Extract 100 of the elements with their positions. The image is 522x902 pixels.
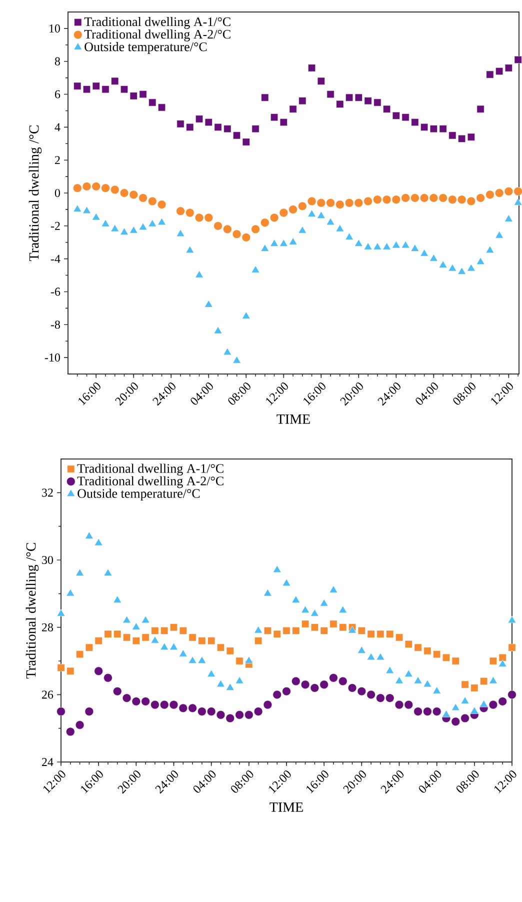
point [448, 195, 457, 204]
point [367, 630, 375, 638]
point [138, 194, 148, 202]
point [198, 637, 206, 645]
point [292, 596, 300, 603]
point [420, 194, 429, 202]
point [150, 700, 160, 710]
point [486, 70, 494, 78]
point [354, 239, 363, 246]
point [82, 86, 90, 94]
point [422, 707, 432, 716]
point [386, 666, 394, 674]
point [508, 690, 516, 700]
point [495, 231, 504, 238]
point [460, 714, 470, 723]
point [170, 624, 178, 632]
point [84, 707, 94, 716]
y-axis-title: Traditional dwelling /°C [26, 543, 38, 679]
point [264, 626, 272, 634]
point [438, 194, 448, 202]
point [348, 684, 356, 692]
point [410, 244, 419, 252]
point [366, 652, 376, 660]
point [336, 224, 344, 232]
point [429, 254, 438, 262]
point [214, 123, 222, 131]
point [364, 97, 372, 105]
point [358, 626, 366, 634]
point [301, 606, 310, 613]
point [476, 257, 485, 265]
point [73, 204, 82, 212]
point [235, 710, 244, 720]
y-tick-label: -6 [50, 288, 60, 296]
point [185, 208, 194, 218]
point [364, 242, 372, 250]
legend-label: Traditional dwelling A-2/°C [77, 476, 224, 488]
point [130, 92, 138, 100]
point [366, 690, 376, 700]
point [282, 626, 290, 634]
point [114, 630, 121, 638]
point [394, 676, 404, 684]
point [186, 123, 194, 131]
point [263, 700, 272, 710]
point [476, 105, 484, 113]
point [382, 242, 391, 250]
point [288, 205, 298, 214]
point [376, 652, 384, 660]
point [508, 644, 516, 652]
point [260, 218, 270, 227]
point [151, 626, 159, 634]
point [291, 676, 300, 686]
point [308, 210, 316, 217]
point [160, 700, 169, 710]
point [420, 249, 428, 256]
point [176, 229, 185, 237]
point [401, 240, 410, 248]
point [76, 568, 84, 576]
y-tick-label: 28 [42, 623, 53, 632]
point [141, 616, 150, 624]
point [272, 690, 282, 700]
point [452, 657, 460, 665]
legend-label: Traditional dwelling A-2/°C [84, 30, 230, 42]
point [310, 684, 319, 692]
point [214, 326, 222, 334]
point [372, 195, 382, 204]
point [344, 198, 354, 208]
point [232, 132, 240, 140]
point [260, 244, 269, 252]
point [270, 213, 279, 222]
point [470, 684, 478, 692]
point [354, 198, 363, 208]
point [160, 642, 168, 650]
point [486, 246, 494, 254]
point [320, 680, 328, 689]
point [176, 120, 184, 128]
point [216, 644, 224, 652]
point [66, 727, 75, 736]
point [279, 208, 288, 218]
legend-label: Traditional dwelling A-1/°C [84, 17, 230, 29]
point [254, 707, 263, 716]
point [504, 214, 513, 222]
point [338, 606, 347, 613]
point [104, 568, 112, 576]
point [56, 609, 66, 616]
point [236, 657, 244, 665]
point [438, 260, 448, 268]
point [263, 588, 272, 596]
point [401, 194, 410, 202]
point [176, 206, 185, 216]
point [251, 266, 260, 273]
y-tick-label: 2 [54, 156, 60, 164]
point [289, 105, 297, 113]
point [204, 118, 212, 126]
point [110, 224, 119, 232]
point [169, 642, 178, 650]
point [111, 77, 119, 85]
point [216, 710, 225, 720]
point [364, 196, 372, 206]
point [448, 264, 456, 272]
point [336, 100, 344, 108]
